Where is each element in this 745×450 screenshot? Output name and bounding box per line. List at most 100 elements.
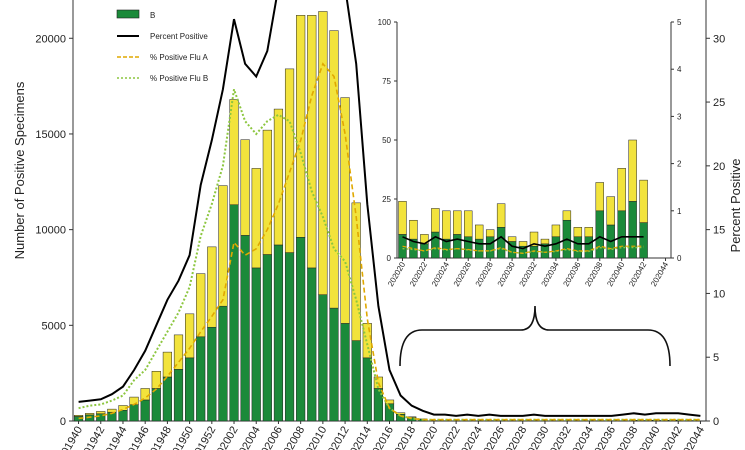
x-tick-label: 202014 xyxy=(345,425,374,450)
bar-flu-b xyxy=(140,399,150,422)
inset-bar-flu-b xyxy=(475,238,484,259)
x-tick-label: 202004 xyxy=(234,425,263,450)
x-tick-label: 201952 xyxy=(190,425,219,450)
y-tick-label: 10000 xyxy=(35,225,66,237)
y2-tick-label: 15 xyxy=(713,225,725,237)
inset-bar-flu-a xyxy=(617,168,626,212)
inset-x-tick-label: 202032 xyxy=(518,260,539,288)
x-tick-label: 202030 xyxy=(523,425,552,450)
bar-flu-b xyxy=(240,235,250,422)
inset-y2-tick-label: 5 xyxy=(677,18,682,27)
bar-flu-a xyxy=(162,351,172,378)
bar-flu-b xyxy=(251,267,261,422)
bar-flu-a xyxy=(251,168,261,269)
inset-x-tick-label: 202024 xyxy=(430,260,451,288)
bar-flu-b xyxy=(207,326,217,422)
y2-tick-label: 25 xyxy=(713,97,725,109)
inset-bar-flu-a xyxy=(573,227,583,238)
bar-flu-a xyxy=(151,370,161,389)
x-tick-label: 202042 xyxy=(656,425,685,450)
inset-bar-flu-a xyxy=(529,231,539,247)
inset-bar-flu-a xyxy=(628,139,637,202)
inset-bar-flu-a xyxy=(562,210,572,221)
bar-flu-a xyxy=(262,129,272,255)
legend-entry-label: Percent Positive xyxy=(150,32,208,41)
x-tick-label: 202044 xyxy=(678,425,707,450)
x-tick-label: 202018 xyxy=(390,425,419,450)
y-axis-title: Number of Positive Specimens xyxy=(12,81,27,259)
inset-x-tick-label: 202042 xyxy=(627,260,648,288)
bar-flu-b xyxy=(318,294,328,422)
x-tick-label: 202010 xyxy=(301,425,330,450)
x-tick-label: 202002 xyxy=(212,425,241,450)
bar-flu-b xyxy=(262,254,272,422)
bar-flu-b xyxy=(229,204,239,422)
x-tick-label: 202012 xyxy=(323,425,352,450)
inset-x-tick-label: 202030 xyxy=(496,260,517,288)
bar-flu-b xyxy=(118,410,128,422)
inset-line-percent-positive xyxy=(402,235,644,250)
x-tick-label: 202038 xyxy=(612,425,641,450)
bar-flu-b xyxy=(151,388,161,422)
inset-bar-flu-b xyxy=(639,222,648,259)
inset-x-tick-label: 202040 xyxy=(605,260,626,288)
inset-bracket xyxy=(399,305,671,367)
bar-flu-a xyxy=(340,97,350,324)
bar-flu-a xyxy=(107,408,117,413)
inset-bar-flu-b xyxy=(551,236,561,259)
y2-tick-label: 30 xyxy=(713,33,725,45)
bar-flu-b xyxy=(296,237,306,422)
x-tick-label: 202040 xyxy=(634,425,663,450)
inset-bar-flu-a xyxy=(518,241,528,247)
inset-line-percent-flu-a xyxy=(402,245,644,254)
inset-bar-flu-a xyxy=(442,210,451,240)
bar-flu-a xyxy=(396,412,406,415)
inset-bar-flu-a xyxy=(464,210,473,238)
y-tick-label: 0 xyxy=(60,416,66,428)
line-percent-flu-a xyxy=(78,62,701,421)
x-tick-label: 201946 xyxy=(123,425,152,450)
inset-bar-flu-b xyxy=(617,210,626,259)
inset-bar-flu-b xyxy=(496,227,506,259)
inset-bar-flu-a xyxy=(584,227,593,238)
bar-flu-a xyxy=(273,108,284,246)
inset-y2-tick-label: 2 xyxy=(677,160,682,169)
y-tick-label: 15000 xyxy=(35,129,66,141)
inset-bar-flu-a xyxy=(475,224,484,240)
y2-tick-label: 0 xyxy=(713,416,719,428)
x-tick-label: 202034 xyxy=(567,425,596,450)
x-tick-label: 202016 xyxy=(367,425,396,450)
inset-bar-flu-b xyxy=(584,236,593,259)
x-tick-label: 202008 xyxy=(279,425,308,450)
bar-flu-a xyxy=(329,30,339,309)
bar-flu-a xyxy=(73,415,84,417)
bar-flu-a xyxy=(351,202,361,341)
bar-flu-a xyxy=(185,313,195,359)
bar-flu-b xyxy=(185,357,195,422)
bar-flu-b xyxy=(129,404,139,422)
inset-x-tick-label: 202028 xyxy=(474,260,495,288)
bar-flu-b xyxy=(273,244,284,422)
inset-bar-flu-b xyxy=(573,236,583,259)
inset-y-tick-label: 100 xyxy=(378,18,392,27)
inset-bar-flu-a xyxy=(540,238,550,245)
x-tick-label: 201944 xyxy=(101,425,130,450)
inset-bar-flu-b xyxy=(595,210,604,259)
bar-flu-b xyxy=(173,369,184,422)
bar-flu-b xyxy=(196,336,206,422)
bar-flu-b xyxy=(351,340,361,422)
bar-flu-a xyxy=(307,15,317,269)
inset-bar-flu-a xyxy=(485,229,495,238)
inset-y-tick-label: 50 xyxy=(382,136,391,145)
bar-flu-a xyxy=(284,68,295,253)
bar-flu-a xyxy=(318,11,328,295)
legend-entry-label: B xyxy=(150,11,155,20)
x-tick-label: 202024 xyxy=(456,425,485,450)
inset-x-tick-label: 202026 xyxy=(452,260,473,288)
bar-flu-a xyxy=(140,388,150,401)
bar-flu-a xyxy=(196,273,206,338)
inset-y2-tick-label: 0 xyxy=(677,254,682,263)
x-tick-label: 201950 xyxy=(167,425,196,450)
inset-x-tick-label: 202036 xyxy=(561,260,582,288)
